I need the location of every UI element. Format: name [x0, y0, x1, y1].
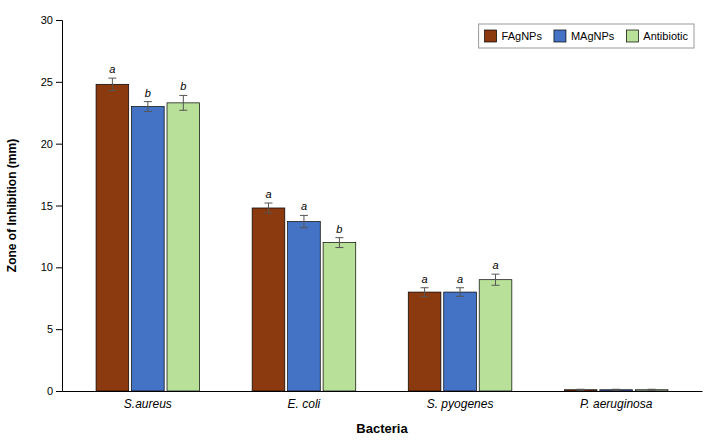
y-tick-mark: [56, 82, 62, 83]
bars: [96, 78, 668, 391]
bar: [564, 390, 597, 391]
legend-item: MAgNPs: [554, 30, 615, 42]
significance-letter: a: [265, 188, 271, 200]
y-tick: 15: [41, 200, 62, 212]
significance-letter: a: [422, 273, 428, 285]
legend-swatch: [485, 30, 497, 42]
x-axis-line: [63, 391, 703, 392]
y-tick-mark: [56, 144, 62, 145]
bar: [252, 208, 285, 391]
bar: [167, 103, 200, 391]
x-tick-label: E. coli: [288, 397, 321, 411]
y-tick: 25: [41, 76, 62, 88]
significance-letter: a: [492, 259, 498, 271]
legend-label: Antibiotic: [643, 30, 688, 42]
bar: [408, 292, 441, 391]
error-bar: [456, 288, 464, 297]
y-tick-mark: [56, 267, 62, 268]
bar: [444, 292, 477, 391]
y-tick-label: 15: [41, 200, 53, 212]
x-tick-label: S. pyogenes: [427, 397, 494, 411]
y-tick: 30: [41, 14, 62, 26]
letters: a a a b a a b b a: [109, 63, 498, 285]
error-bar: [108, 78, 116, 90]
error-bar: [648, 389, 656, 391]
significance-letter: a: [301, 200, 307, 212]
bar: [600, 390, 633, 391]
y-tick: 10: [41, 261, 62, 273]
error-bar: [577, 389, 585, 391]
bar: [288, 222, 321, 391]
bar: [635, 390, 668, 391]
y-tick-label: 30: [41, 14, 53, 26]
error-bar: [421, 288, 429, 297]
bar: [132, 107, 165, 391]
legend-swatch: [626, 30, 638, 42]
y-axis-title: Zone of Inhibition (mm): [5, 139, 19, 272]
legend: FAgNPs MAgNPs Antibiotic: [479, 24, 694, 48]
error-bar: [144, 102, 152, 112]
x-axis-title: Bacteria: [356, 421, 408, 436]
error-bar: [335, 238, 343, 248]
plot: 0 5 10 15 20 25 30 S.aureus E. coli S. pyogenes P.…: [41, 14, 703, 411]
legend-label: FAgNPs: [502, 30, 543, 42]
y-axis-line: [56, 21, 63, 392]
x-tick: S.aureus: [124, 397, 172, 411]
x-tick: E. coli: [288, 397, 321, 411]
bar: [323, 243, 356, 391]
y-tick: 5: [47, 323, 62, 335]
significance-letter: b: [336, 223, 342, 235]
x-tick-label: S.aureus: [124, 397, 172, 411]
significance-letter: a: [457, 273, 463, 285]
legend-swatch: [554, 30, 566, 42]
x-tick-label: P. aeruginosa: [580, 397, 653, 411]
significance-letter: b: [180, 80, 186, 92]
chart: 0 5 10 15 20 25 30 S.aureus E. coli S. pyogenes P.…: [0, 0, 722, 445]
bar: [479, 280, 512, 391]
bar: [96, 84, 129, 391]
legend-frame: [479, 24, 694, 48]
x-tick: S. pyogenes: [427, 397, 494, 411]
y-tick-label: 5: [47, 323, 53, 335]
y-tick-mark: [56, 391, 62, 392]
y-tick: 0: [47, 385, 62, 397]
error-bar: [264, 203, 272, 213]
error-bar: [492, 274, 500, 285]
legend-item: Antibiotic: [626, 30, 688, 42]
legend-item: FAgNPs: [485, 30, 543, 42]
significance-letter: a: [109, 63, 115, 75]
x-axis: S.aureus E. coli S. pyogenes P. aeruginosa: [63, 392, 703, 411]
y-tick-mark: [56, 329, 62, 330]
legend-label: MAgNPs: [571, 30, 615, 42]
y-tick: 20: [41, 138, 62, 150]
y-tick-mark: [56, 206, 62, 207]
error-bar: [179, 95, 187, 110]
error-bar: [612, 389, 620, 391]
y-tick-label: 10: [41, 261, 53, 273]
y-tick-mark: [56, 20, 62, 21]
y-axis: 0 5 10 15 20 25 30: [41, 14, 63, 397]
x-tick: P. aeruginosa: [580, 397, 653, 411]
y-tick-label: 0: [47, 385, 53, 397]
error-bar: [300, 215, 308, 227]
y-tick-label: 20: [41, 138, 53, 150]
significance-letter: b: [145, 87, 151, 99]
y-tick-label: 25: [41, 76, 53, 88]
